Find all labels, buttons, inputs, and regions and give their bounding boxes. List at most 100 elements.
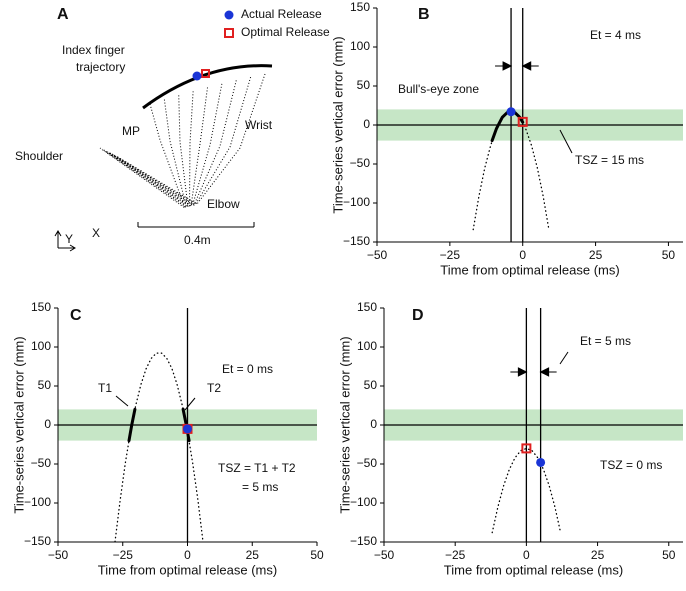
x-tick-label: −50 — [48, 548, 69, 562]
x-axis-label: Time from optimal release (ms) — [440, 262, 619, 277]
axes-icon — [54, 230, 76, 252]
label: trajectory — [76, 60, 125, 74]
et-arrow — [521, 61, 539, 71]
panel-label: D — [412, 307, 424, 324]
arm-segments — [99, 73, 266, 210]
leader-line — [184, 397, 196, 411]
panel-label: C — [70, 307, 82, 324]
panel-label: B — [418, 6, 430, 23]
actual-release-marker — [183, 424, 192, 434]
optimal-release-marker — [521, 443, 532, 454]
actual-release-marker — [536, 457, 546, 467]
y-tick-label: 50 — [38, 378, 52, 392]
optimal-release-marker — [517, 116, 528, 127]
y-tick-label: −100 — [350, 495, 377, 509]
y-tick-label: 100 — [31, 339, 51, 353]
x-tick-label: −50 — [374, 548, 395, 562]
chart-panel: −150 −100 −50 0 50 100 150 −50 −25 0 25 50 Time from… — [11, 300, 324, 577]
optimal-release-marker — [201, 69, 210, 78]
x-tick-label: 0 — [184, 548, 191, 562]
label: X — [92, 226, 100, 240]
x-tick-label: 25 — [589, 248, 603, 262]
x-tick-label: 25 — [246, 548, 260, 562]
label: Y — [65, 232, 73, 246]
y-axis-label: Time-series vertical error (mm) — [337, 336, 352, 513]
simulated-error-curve — [491, 447, 562, 534]
et-arrow — [539, 367, 557, 377]
annotation: TSZ = T1 + T2 — [218, 461, 296, 475]
legend-marker — [224, 28, 234, 38]
y-tick-label: −50 — [350, 156, 371, 170]
y-axis-label: Time-series vertical error (mm) — [330, 36, 345, 213]
leader-line — [115, 395, 129, 407]
arm-segment — [113, 76, 252, 206]
leader-line — [559, 351, 569, 365]
x-axis-label: Time from optimal release (ms) — [98, 562, 277, 577]
x-axis-label: Time from optimal release (ms) — [444, 562, 623, 577]
y-tick-label: −50 — [357, 456, 378, 470]
y-tick-label: −100 — [24, 495, 51, 509]
chart-panel: −150 −100 −50 0 50 100 150 −50 −25 0 25 50 Time from… — [330, 0, 683, 277]
y-tick-label: 0 — [363, 117, 370, 131]
y-tick-label: −150 — [343, 234, 370, 248]
annotation: T2 — [207, 381, 221, 395]
y-axis-label: Time-series vertical error (mm) — [11, 336, 26, 513]
annotation: TSZ = 0 ms — [600, 458, 662, 472]
y-tick-label: −100 — [343, 195, 370, 209]
x-tick-label: 25 — [591, 548, 605, 562]
label: Elbow — [207, 197, 240, 211]
y-tick-label: −150 — [24, 534, 51, 548]
x-tick-label: 50 — [662, 548, 676, 562]
y-tick-label: 100 — [350, 39, 370, 53]
y-tick-label: −50 — [31, 456, 52, 470]
y-tick-label: 150 — [31, 300, 51, 314]
actual-release-marker — [506, 107, 516, 117]
x-tick-label: 50 — [310, 548, 324, 562]
y-tick-label: 0 — [44, 417, 51, 431]
arm-segment — [111, 80, 237, 206]
x-tick-label: −25 — [113, 548, 134, 562]
legend-marker — [224, 10, 234, 20]
arm-segment — [107, 87, 208, 207]
et-arrow — [495, 61, 513, 71]
y-tick-label: 50 — [364, 378, 378, 392]
finger-trajectory — [142, 64, 273, 110]
annotation: Et = 0 ms — [222, 362, 273, 376]
arm-segment — [115, 73, 266, 205]
arm-segment — [105, 91, 194, 208]
label: Index finger — [62, 43, 125, 57]
x-tick-label: −25 — [445, 548, 466, 562]
label: 0.4m — [184, 233, 211, 247]
legend-label: Optimal Release — [241, 25, 330, 39]
label: MP — [122, 124, 140, 138]
et-arrow — [510, 367, 528, 377]
arm-segment — [103, 95, 189, 209]
legend-label: Actual Release — [241, 7, 322, 21]
leader-line — [559, 129, 573, 154]
annotation: TSZ = 15 ms — [575, 153, 644, 167]
label: Wrist — [245, 118, 273, 132]
simulated-error-curve — [114, 352, 204, 542]
annotation: Bull's-eye zone — [398, 82, 479, 96]
in-zone-segment — [127, 407, 137, 443]
actual-release-marker — [192, 71, 202, 81]
y-tick-label: 150 — [350, 0, 370, 14]
panel-label: A — [57, 6, 69, 23]
annotation: Et = 5 ms — [580, 334, 631, 348]
x-tick-label: 0 — [519, 248, 526, 262]
annotation: T1 — [98, 381, 112, 395]
x-tick-label: −25 — [440, 248, 461, 262]
label: Shoulder — [15, 149, 63, 163]
y-tick-label: 50 — [357, 78, 371, 92]
x-tick-label: −50 — [367, 248, 388, 262]
x-tick-label: 50 — [662, 248, 676, 262]
y-tick-label: 150 — [357, 300, 377, 314]
annotation: Et = 4 ms — [590, 28, 641, 42]
arm-segment — [109, 83, 223, 207]
arm-segment — [99, 103, 187, 210]
x-tick-label: 0 — [523, 548, 530, 562]
y-tick-label: −150 — [350, 534, 377, 548]
annotation: = 5 ms — [242, 480, 278, 494]
y-tick-label: 100 — [357, 339, 377, 353]
